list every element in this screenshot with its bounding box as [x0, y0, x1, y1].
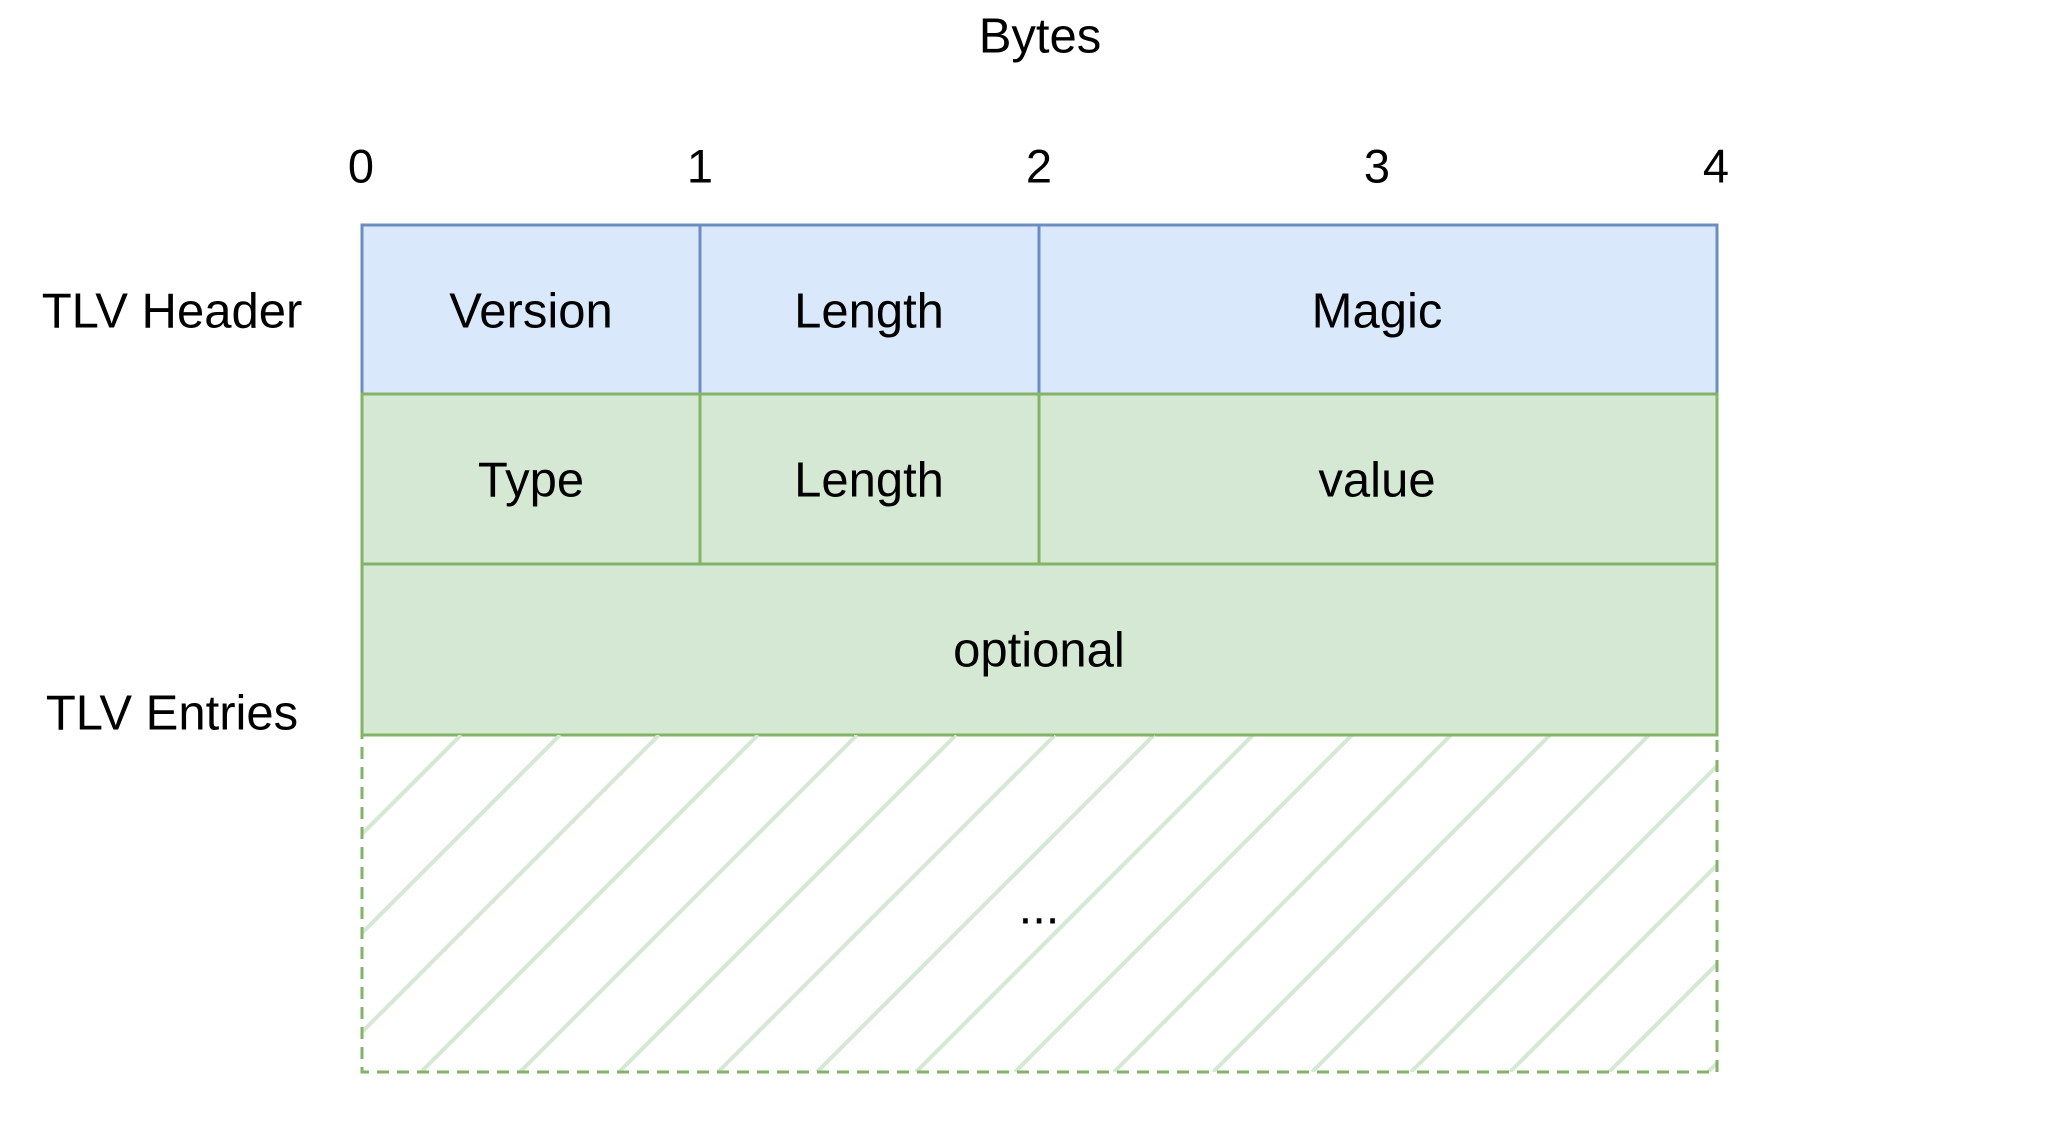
hatch-line [1112, 735, 1453, 1072]
hatch-line [1906, 735, 2052, 1072]
hatch-line [1706, 1060, 1717, 1072]
more-label: ... [1018, 880, 1060, 935]
header-length-cell [698, 223, 1041, 396]
tlv-entries-label: TLV Entries [45, 686, 299, 741]
entry-type-cell [360, 392, 702, 566]
header-magic-cell [1037, 223, 1719, 396]
tlv-header-label: TLV Header [41, 284, 303, 339]
hatch-line [362, 735, 364, 738]
hatch-line [362, 735, 463, 837]
hatch-pattern [362, 735, 2052, 1072]
tick-label-4: 4 [1702, 139, 1730, 193]
type-label: Type [477, 453, 585, 508]
tick-label-1: 1 [686, 139, 714, 193]
entry-length-label: Length [794, 453, 944, 508]
magic-label: Magic [1311, 284, 1443, 339]
tick-label-3: 3 [1363, 139, 1391, 193]
hatch-line [1607, 961, 1717, 1072]
entry-more-cell [360, 733, 1719, 1074]
entry-value-cell [1037, 392, 1719, 566]
entry-length-cell [698, 392, 1041, 566]
hatch-line [2005, 735, 2052, 1072]
header-length-label: Length [794, 284, 944, 339]
header-version-cell [360, 223, 702, 396]
entry-optional-cell [360, 562, 1719, 737]
hatch-line [1013, 735, 1354, 1072]
hatch-line [419, 735, 760, 1072]
hatch-line [362, 735, 661, 1035]
hatch-line [1211, 735, 1552, 1072]
hatch-line [1807, 735, 2052, 1072]
hatch-line [1508, 862, 1717, 1072]
hatch-line [1409, 763, 1717, 1072]
hatch-line [362, 735, 562, 936]
tick-label-2: 2 [1025, 139, 1053, 193]
hatch-line [518, 735, 859, 1072]
value-label: value [1318, 453, 1436, 508]
hatch-line [1310, 735, 1651, 1072]
optional-label: optional [953, 623, 1125, 678]
hatch-line [914, 735, 1255, 1072]
hatch-line [716, 735, 1057, 1072]
hatch-line [617, 735, 958, 1072]
tick-label-0: 0 [347, 139, 375, 193]
hatch-line [815, 735, 1156, 1072]
axis-title: Bytes [978, 9, 1102, 64]
version-label: Version [449, 284, 613, 339]
